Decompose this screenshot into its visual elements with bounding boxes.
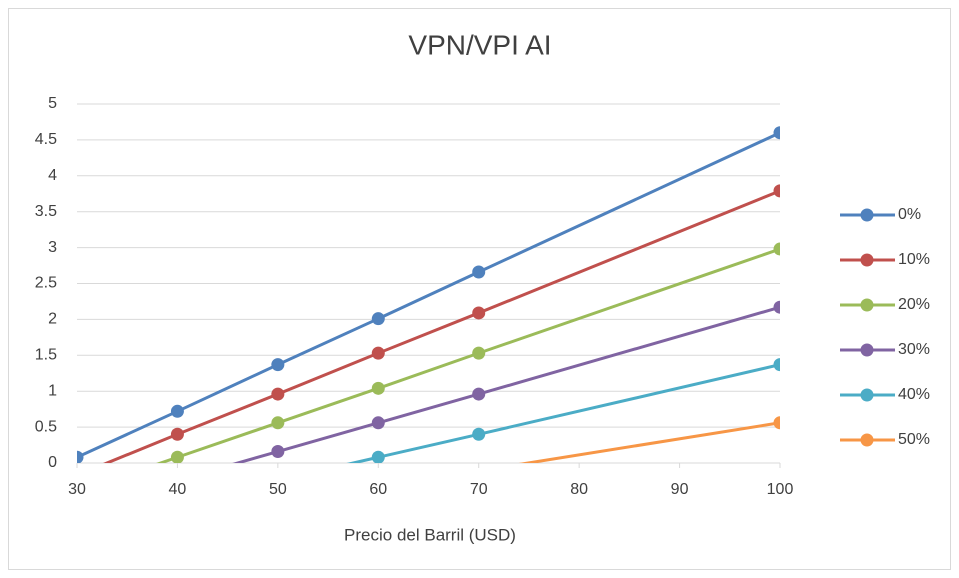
x-tick-label: 70 bbox=[470, 481, 488, 498]
legend-label: 30% bbox=[898, 341, 930, 358]
legend-marker bbox=[860, 388, 874, 402]
point bbox=[371, 381, 385, 395]
point bbox=[472, 265, 486, 279]
y-tick-label: 5 bbox=[48, 95, 57, 112]
point bbox=[371, 346, 385, 360]
legend-marker bbox=[860, 343, 874, 357]
y-tick-label: 1.5 bbox=[35, 347, 57, 364]
series-line bbox=[346, 363, 780, 463]
point bbox=[271, 445, 285, 459]
y-tick-label: 2.5 bbox=[35, 275, 57, 292]
y-tick-label: 1 bbox=[48, 382, 57, 399]
point bbox=[170, 404, 184, 418]
point bbox=[271, 358, 285, 372]
x-tick-label: 80 bbox=[570, 481, 588, 498]
point bbox=[773, 126, 780, 140]
legend-label: 50% bbox=[898, 431, 930, 448]
point bbox=[271, 387, 285, 401]
point bbox=[371, 312, 385, 326]
point bbox=[472, 387, 486, 401]
legend-marker bbox=[860, 298, 874, 312]
point bbox=[773, 358, 780, 372]
point bbox=[773, 242, 780, 256]
legend-marker bbox=[860, 253, 874, 267]
y-tick-label: 2 bbox=[48, 311, 57, 328]
point bbox=[472, 346, 486, 360]
point bbox=[472, 306, 486, 320]
point bbox=[773, 416, 780, 430]
legend-label: 20% bbox=[898, 296, 930, 313]
x-tick-label: 90 bbox=[671, 481, 689, 498]
chart-border bbox=[8, 8, 951, 570]
y-tick-label: 4 bbox=[48, 167, 57, 184]
y-tick-label: 0 bbox=[48, 454, 57, 471]
point bbox=[472, 427, 486, 441]
x-tick-label: 30 bbox=[68, 481, 86, 498]
series-line bbox=[102, 189, 780, 463]
x-tick-label: 40 bbox=[169, 481, 187, 498]
series-line bbox=[518, 421, 780, 463]
legend-label: 40% bbox=[898, 386, 930, 403]
point bbox=[170, 427, 184, 441]
chart-title: VPN/VPI AI bbox=[408, 29, 551, 60]
point bbox=[271, 416, 285, 430]
x-tick-label: 100 bbox=[767, 481, 794, 498]
point bbox=[371, 416, 385, 430]
y-tick-label: 3.5 bbox=[35, 203, 57, 220]
y-tick-label: 3 bbox=[48, 239, 57, 256]
point bbox=[773, 184, 780, 198]
legend-label: 0% bbox=[898, 206, 921, 223]
legend-marker bbox=[860, 208, 874, 222]
x-tick-label: 50 bbox=[269, 481, 287, 498]
point bbox=[371, 450, 385, 463]
legend-label: 10% bbox=[898, 251, 930, 268]
point bbox=[773, 300, 780, 314]
y-tick-label: 0.5 bbox=[35, 418, 57, 435]
series-line bbox=[156, 247, 780, 463]
point bbox=[77, 450, 84, 463]
x-axis-label: Precio del Barril (USD) bbox=[344, 525, 516, 544]
series-line bbox=[77, 131, 780, 459]
x-tick-label: 60 bbox=[369, 481, 387, 498]
point bbox=[170, 450, 184, 463]
series-line bbox=[232, 305, 780, 463]
legend-marker bbox=[860, 433, 874, 447]
y-tick-label: 4.5 bbox=[35, 131, 57, 148]
